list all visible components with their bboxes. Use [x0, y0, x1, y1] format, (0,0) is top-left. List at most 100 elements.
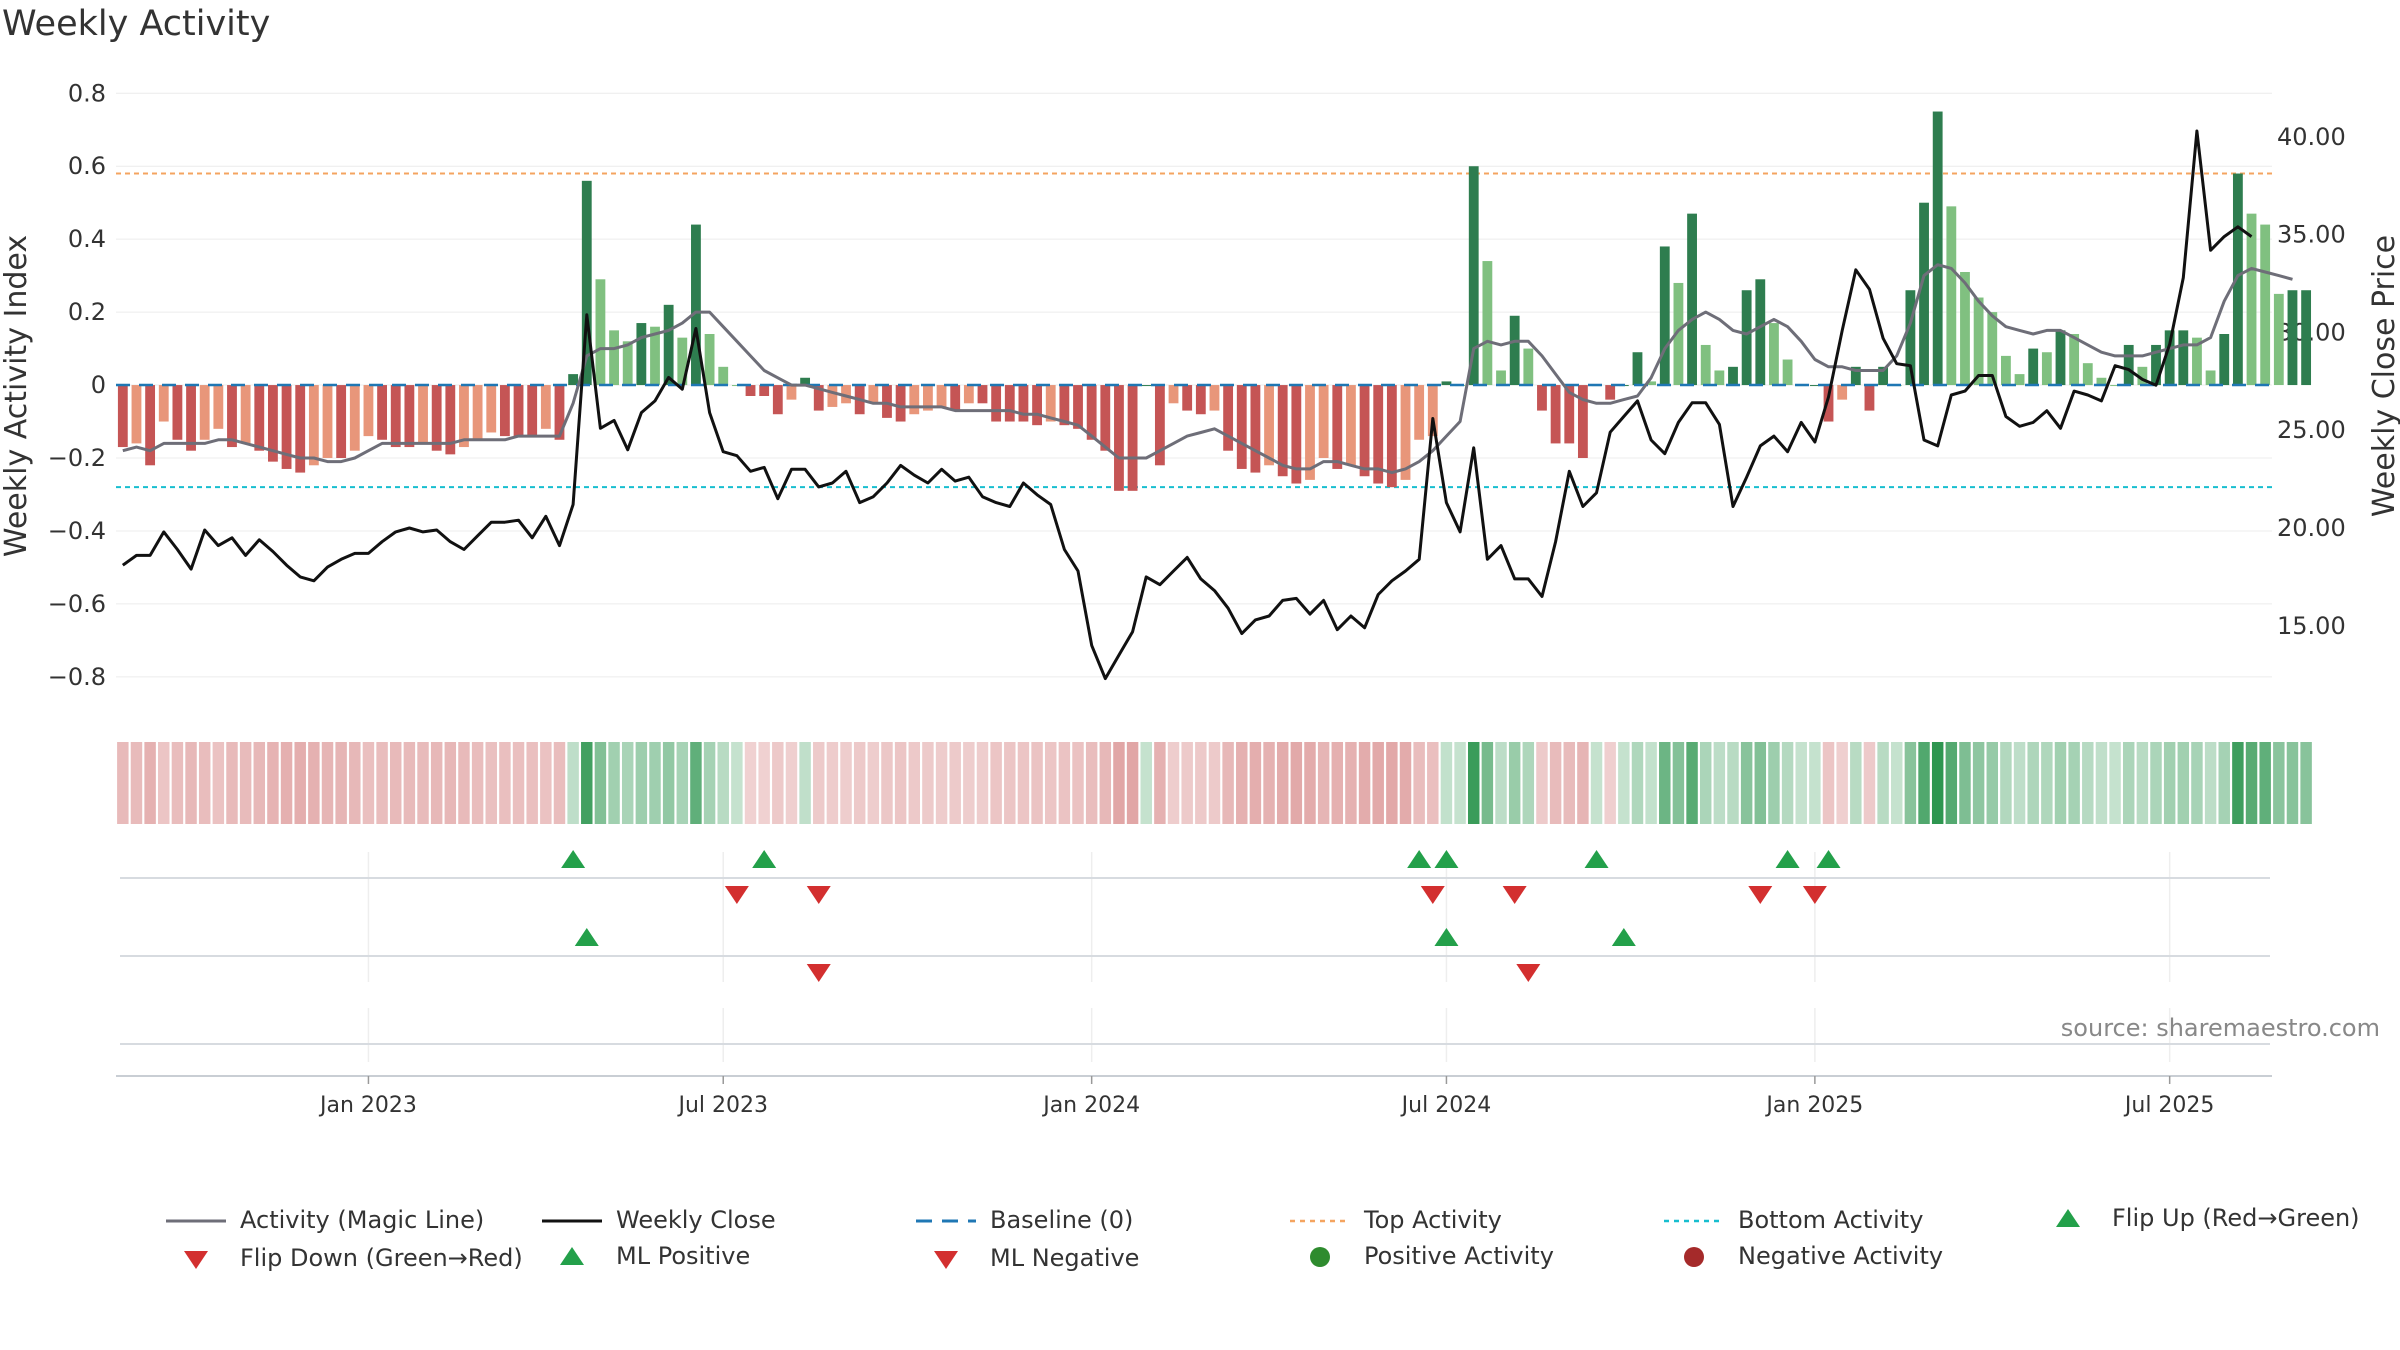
heat-strip-cell [1468, 742, 1480, 824]
activity-bar [1100, 385, 1111, 451]
heat-strip-cell [1754, 742, 1767, 824]
activity-bar [2246, 213, 2257, 386]
activity-bar [1646, 381, 1657, 386]
triangle-down-icon [934, 1251, 958, 1269]
activity-bar [581, 180, 592, 386]
activity-bar [1291, 385, 1302, 484]
heat-strip-cell [2191, 742, 2203, 824]
heat-strip-cell [1140, 742, 1152, 824]
heat-strip-cell [1031, 742, 1043, 824]
heat-strip-cell [1017, 742, 1030, 824]
activity-bar [2082, 363, 2093, 386]
circle-icon [1684, 1247, 1704, 1267]
activity-bar [2219, 334, 2230, 386]
legend-item-weekly-close: Weekly Close [542, 1206, 776, 1234]
heat-strip-cell [621, 742, 634, 824]
activity-bar [1496, 370, 1506, 386]
activity-bar [1905, 290, 1916, 386]
activity-bar [1032, 385, 1042, 426]
legend-label: Bottom Activity [1738, 1206, 1924, 1234]
heat-strip-cell [1413, 742, 1425, 824]
x-tick-label: Jul 2025 [2123, 1093, 2215, 1118]
activity-bar [2205, 370, 2216, 386]
activity-bar [2014, 374, 2025, 386]
activity-bar [2041, 352, 2052, 386]
activity-bar [486, 385, 497, 433]
heat-strip-cell [2218, 742, 2230, 824]
heat-strip-cell [1768, 742, 1780, 824]
heat-strip-cell [1781, 742, 1794, 824]
heat-strip-cell [1904, 742, 1917, 824]
legend-item-top-activity: Top Activity [1290, 1206, 1502, 1234]
activity-bar [2123, 344, 2134, 386]
y2-tick-label: 30.00 [2277, 318, 2346, 346]
legend-label: Weekly Close [616, 1206, 776, 1234]
heat-strip-cell [417, 742, 429, 824]
heat-strip-cell [1427, 742, 1439, 824]
heat-strip-cell [1072, 742, 1084, 824]
activity-bar [1741, 290, 1752, 386]
y2-tick-label: 15.00 [2277, 612, 2346, 640]
activity-bar [1182, 385, 1193, 411]
activity-bar [1537, 385, 1547, 411]
legend-item-magic-line: Activity (Magic Line) [166, 1206, 484, 1234]
activity-bar [1359, 385, 1370, 477]
activity-bar [609, 330, 619, 386]
activity-bar [1073, 385, 1083, 429]
heat-strip-cell [2245, 742, 2258, 824]
activity-bar [2273, 293, 2284, 386]
activity-bar [418, 385, 428, 444]
heat-strip-cell [635, 742, 648, 824]
legend-item-baseline: Baseline (0) [916, 1206, 1133, 1234]
activity-bar [459, 385, 469, 448]
activity-bar [295, 385, 306, 473]
y-tick-label: −0.2 [48, 444, 106, 472]
heat-strip-cell [840, 742, 852, 824]
activity-bar [2110, 385, 2120, 387]
activity-bar [1332, 385, 1343, 469]
activity-bar [813, 385, 824, 411]
heat-strip-cell [158, 742, 170, 824]
flip-up-marker [1584, 850, 1609, 868]
activity-bar [1086, 385, 1097, 440]
activity-bar [554, 385, 565, 440]
activity-bar [2260, 224, 2271, 386]
heat-strip-cell [1317, 742, 1330, 824]
activity-bar [1509, 315, 1520, 386]
activity-bar [1837, 385, 1848, 400]
activity-bar [595, 279, 606, 386]
heat-strip-cell [335, 742, 347, 824]
heat-strip-cell [731, 742, 743, 824]
activity-bar [1700, 344, 1711, 386]
activity-bar [827, 385, 838, 407]
heat-strip-cell [785, 742, 798, 824]
heat-strip-cell [1863, 742, 1876, 824]
activity-bar [445, 385, 456, 455]
activity-bar [936, 385, 947, 407]
heat-strip-cell [935, 742, 948, 824]
activity-bar [1550, 385, 1561, 444]
activity-bar [1386, 385, 1397, 488]
activity-bar [363, 385, 374, 437]
flip-up-marker [1816, 850, 1841, 868]
heat-strip-cell [239, 742, 252, 824]
heat-strip-cell [499, 742, 511, 824]
heat-strip-cell [1727, 742, 1739, 824]
activity-bar [1946, 206, 1957, 386]
heat-strip-cell [881, 742, 893, 824]
heat-strip-cell [1004, 742, 1016, 824]
heat-strip-cell [949, 742, 961, 824]
heat-strip-cell [553, 742, 566, 824]
heat-strip-cell [1891, 742, 1903, 824]
activity-bar [963, 385, 974, 404]
flip-up-marker [1434, 850, 1459, 868]
heat-strip-cell [676, 742, 689, 824]
heat-strip-cell [1085, 742, 1098, 824]
activity-bar [950, 385, 961, 411]
flip-down-marker [1502, 886, 1527, 904]
heat-strip-cell [2204, 742, 2217, 824]
activity-bar [1960, 272, 1970, 386]
heat-strip-cell [1686, 742, 1698, 824]
activity-bar [786, 385, 797, 400]
activity-bar [1864, 385, 1875, 411]
